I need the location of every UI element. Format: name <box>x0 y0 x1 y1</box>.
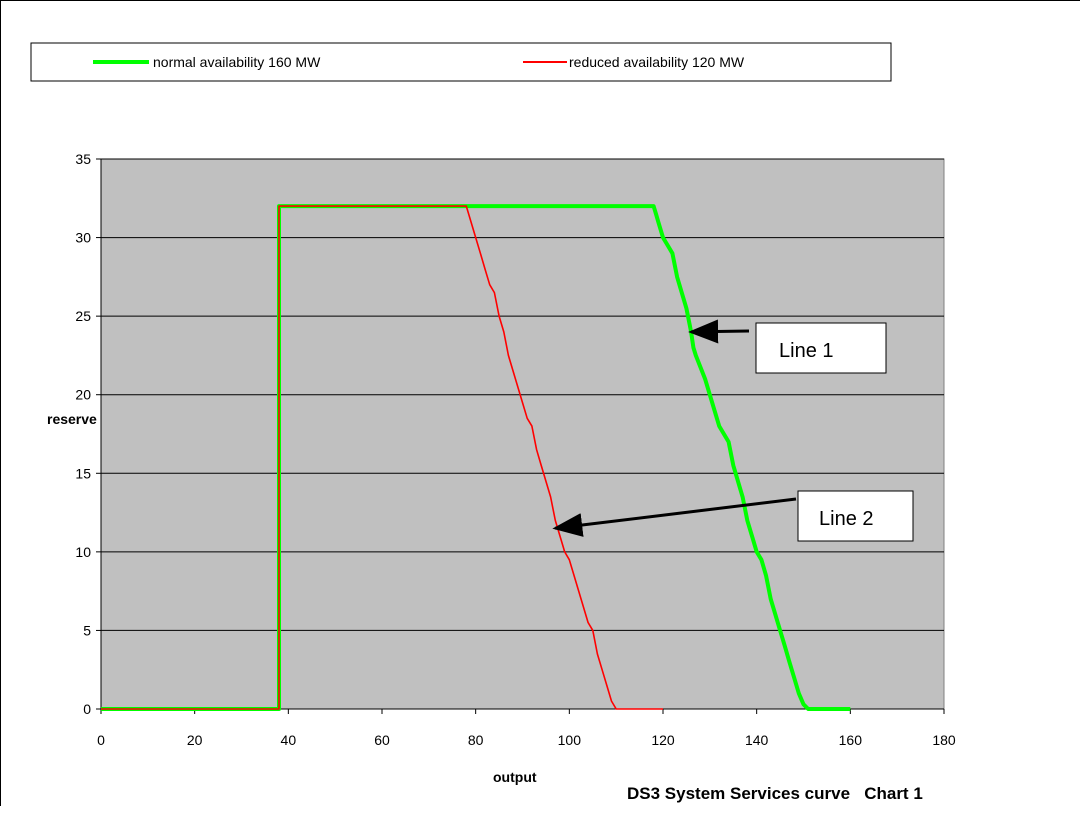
annotation-line-1-box <box>755 322 887 374</box>
y-tick-label: 15 <box>75 465 91 481</box>
x-tick-label: 180 <box>932 732 956 748</box>
annotation-line-2-label: Line 2 <box>819 508 874 530</box>
axes: 0 5 10 15 20 25 30 35 0 20 40 60 80 100 120 140 160 180 <box>75 151 955 748</box>
legend-label-reduced: reduced availability 120 MW <box>569 54 745 70</box>
y-tick-label: 25 <box>75 308 91 324</box>
x-tick-label: 60 <box>374 732 390 748</box>
y-tick-label: 30 <box>75 230 91 246</box>
annotation-line-1-arrow <box>688 319 750 344</box>
annotation-line-2-box <box>797 490 914 542</box>
annotation-line-1: Line 1 <box>688 319 887 374</box>
y-tick-label: 5 <box>83 622 91 638</box>
y-tick-label: 10 <box>75 544 91 560</box>
legend-label-normal: normal availability 160 MW <box>153 54 321 70</box>
x-tick-label: 20 <box>187 732 203 748</box>
series-line-normal-availability <box>101 204 851 711</box>
annotation-line-1-label: Line 1 <box>779 340 834 362</box>
x-tick-label: 160 <box>839 732 863 748</box>
series-layer <box>101 204 851 711</box>
x-tick-label: 0 <box>97 732 105 748</box>
y-axis-title: reserve <box>47 411 97 427</box>
chart-title: DS3 System Services curve Chart 1 <box>627 784 923 803</box>
gridlines <box>101 158 944 631</box>
x-tick-label: 140 <box>745 732 769 748</box>
x-tick-label: 100 <box>558 732 582 748</box>
series-line-reduced-availability <box>101 205 663 710</box>
x-tick-label: 120 <box>651 732 675 748</box>
x-tick-label: 40 <box>281 732 297 748</box>
annotation-line-2-arrow <box>552 497 797 537</box>
x-axis-title: output <box>493 769 537 785</box>
y-tick-label: 35 <box>75 151 91 167</box>
y-tick-label: 0 <box>83 701 91 717</box>
x-tick-label: 80 <box>468 732 484 748</box>
plot-area <box>100 158 945 710</box>
annotation-line-2: Line 2 <box>552 490 914 542</box>
y-tick-label: 20 <box>75 387 91 403</box>
legend: normal availability 160 MW reduced avail… <box>30 42 892 82</box>
